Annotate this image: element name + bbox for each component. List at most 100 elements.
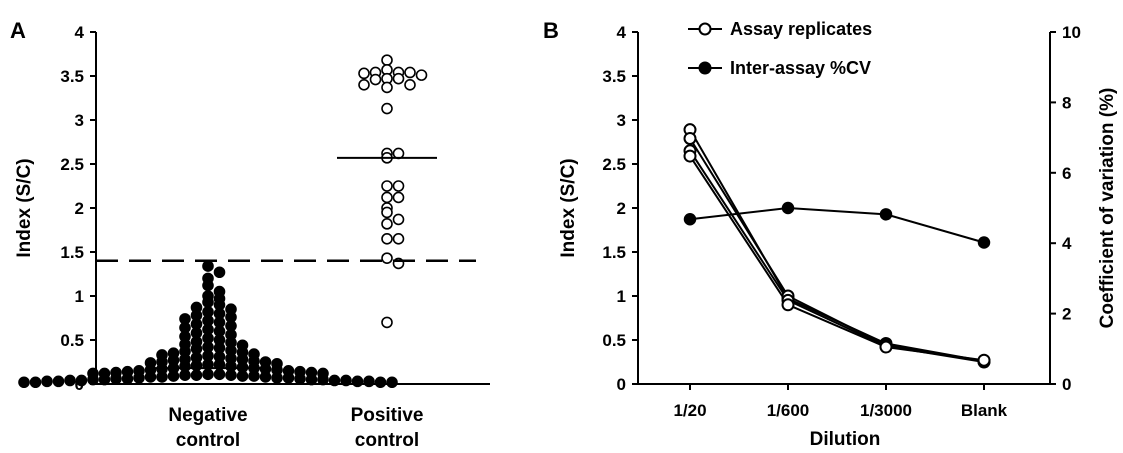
positive-control-point [381, 316, 393, 329]
replicate-point [879, 340, 893, 354]
negative-control-point [75, 374, 88, 387]
panel-b-y-tick-label: 0.5 [602, 331, 626, 350]
positive-control-point [404, 79, 416, 91]
panel-b-y2-tick-label: 10 [1062, 23, 1081, 42]
panel-b: B Index (S/C) Coefficient of variation (… [543, 18, 1118, 450]
panel-a-y-tick-label: 1 [75, 287, 84, 306]
panel-b-y-ticks: 0 0.5 1 1.5 2 2.5 3 3.5 4 [602, 23, 638, 394]
positive-control-point [381, 252, 393, 264]
panel-b-y-tick-label: 4 [617, 23, 627, 42]
panel-a-y-axis-label: Index (S/C) [14, 158, 35, 257]
negative-control-point [328, 374, 341, 387]
panel-a-y-tick-label: 4 [75, 23, 85, 42]
legend-marker-filled-circle [698, 61, 712, 75]
negative-control-point [351, 375, 364, 388]
negative-control-point [340, 374, 352, 387]
panel-a-medians [146, 156, 437, 370]
legend-label-assay-replicates: Assay replicates [730, 19, 872, 39]
negative-control-point [294, 372, 306, 385]
negative-control-point [110, 372, 122, 385]
panel-b-label: B [543, 18, 559, 43]
panel-a-y-tick-label: 0.5 [60, 331, 84, 350]
panel-a-y-tick-label: 3.5 [60, 67, 84, 86]
negative-control-point [386, 376, 398, 389]
panel-b-y-tick-label: 3.5 [602, 67, 626, 86]
cv-point [879, 208, 893, 221]
negative-control-point [282, 372, 295, 384]
positive-control-point [392, 191, 405, 204]
negative-control-point [18, 376, 30, 389]
negative-control-point [202, 296, 214, 308]
cv-point [977, 236, 991, 249]
panel-b-x-tick-label: 1/600 [767, 401, 810, 420]
cv-line [689, 206, 985, 244]
negative-control-point [121, 372, 134, 385]
positive-control-point [381, 218, 393, 230]
replicate-point [781, 298, 795, 312]
panel-a: A Index (S/C) 00.511.522.533.54 Negative… [10, 18, 490, 451]
negative-control-point [64, 374, 76, 387]
cv-point [683, 213, 697, 226]
panel-b-y-tick-label: 0 [617, 375, 626, 394]
panel-a-y-tick-label: 2.5 [60, 155, 84, 174]
positive-control-point [358, 79, 370, 91]
panel-b-x-tick-label: 1/20 [673, 401, 706, 420]
panel-b-y-tick-label: 1 [617, 287, 626, 306]
positive-control-point [392, 180, 405, 192]
negative-control-point [52, 375, 65, 388]
panel-a-y-tick-label: 3 [75, 111, 84, 130]
negative-control-point [41, 375, 53, 388]
negative-control-point [87, 373, 99, 386]
positive-control-point [358, 67, 370, 80]
replicate-line [689, 137, 985, 363]
negative-control-point [190, 369, 203, 382]
cv-point [781, 201, 795, 215]
legend-entry-inter-assay-cv: Inter-assay %CV [688, 58, 871, 78]
negative-control-point [248, 370, 260, 382]
positive-control-point [381, 102, 393, 115]
panel-b-y2-tick-label: 6 [1062, 164, 1071, 183]
panel-b-y-tick-label: 3 [617, 111, 626, 130]
panel-b-y2-tick-label: 8 [1062, 93, 1071, 112]
positive-control-point [381, 180, 393, 192]
negative-control-point [179, 369, 191, 382]
legend-entry-assay-replicates: Assay replicates [688, 19, 872, 39]
negative-control-point [29, 376, 42, 389]
positive-control-point [392, 213, 405, 226]
panel-a-y-tick-label: 2 [75, 199, 84, 218]
negative-control-point [374, 376, 387, 389]
negative-control-point [98, 373, 111, 386]
category-label-positive-line1: Positive [351, 405, 424, 426]
panel-b-y2-ticks: 0 2 4 6 8 10 [1050, 23, 1081, 394]
positive-control-point [381, 81, 393, 94]
panel-b-y2-axis-label: Coefficient of variation (%) [1097, 88, 1118, 329]
panel-b-x-ticks: 1/20 1/600 1/3000 Blank [673, 384, 1008, 420]
panel-b-x-axis-label: Dilution [810, 429, 881, 450]
negative-control-point [305, 373, 318, 386]
negative-control-point [202, 279, 214, 292]
category-label-positive-line2: control [355, 430, 419, 451]
replicate-point [683, 149, 697, 163]
negative-control-point [202, 368, 214, 381]
panel-b-x-tick-label: Blank [961, 401, 1008, 420]
negative-control-point [167, 370, 180, 382]
negative-control-point [363, 375, 375, 388]
negative-control-point [144, 371, 157, 383]
panel-b-series [683, 123, 991, 369]
negative-control-point [213, 266, 226, 279]
positive-control-point [392, 72, 405, 85]
category-label-negative-line1: Negative [168, 405, 247, 426]
positive-control-point [392, 233, 405, 245]
replicate-point [683, 131, 697, 145]
replicate-line [689, 150, 985, 363]
panel-b-y2-tick-label: 0 [1062, 375, 1071, 394]
legend-marker-open-circle [698, 22, 712, 36]
negative-control-point [156, 371, 168, 383]
positive-control-point [404, 66, 416, 79]
panel-b-y-axis-label: Index (S/C) [558, 158, 579, 257]
panel-b-y2-tick-label: 2 [1062, 305, 1071, 324]
positive-control-point [381, 233, 393, 245]
positive-control-point [381, 191, 393, 204]
legend-label-inter-assay-cv: Inter-assay %CV [730, 58, 871, 78]
